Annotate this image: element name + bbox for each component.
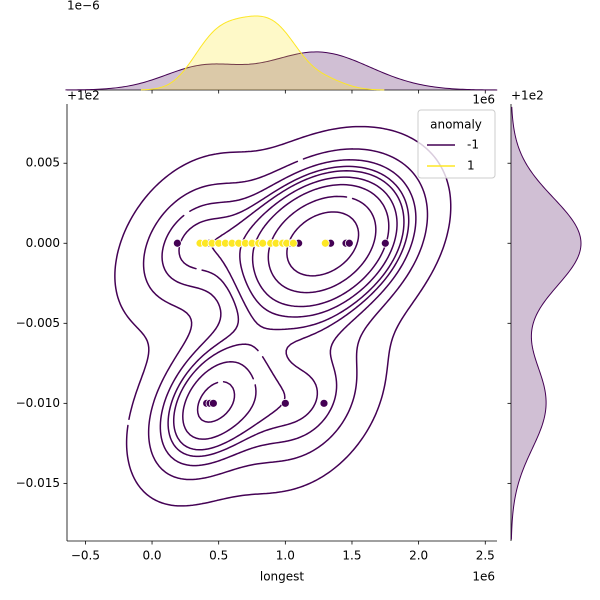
x-axis-label: longest <box>260 570 305 584</box>
scatter-point <box>288 238 298 248</box>
kde-contour <box>172 170 405 451</box>
kde-contour <box>159 159 417 467</box>
x-tick-label: 1.0 <box>276 549 295 563</box>
x-offset: 1e6 <box>472 93 495 107</box>
x-tick-label: 0.5 <box>209 549 228 563</box>
x-tick-label: 2.0 <box>409 549 428 563</box>
kde-contour <box>286 211 360 277</box>
x-tick-label: 1.5 <box>342 549 361 563</box>
legend-title: anomaly <box>430 118 482 132</box>
scatter-point <box>172 238 182 248</box>
marginal-density <box>65 51 498 91</box>
legend-label: -1 <box>467 138 479 152</box>
x-offset: 1e6 <box>472 570 495 584</box>
legend-box <box>417 109 496 179</box>
legend-label: 1 <box>467 159 475 173</box>
y-offset: +1e2 <box>511 89 544 103</box>
kde-contour <box>142 148 429 481</box>
kde-contour <box>196 183 390 423</box>
marginal-offset: 1e−6 <box>67 0 100 13</box>
marginal-density <box>510 106 582 540</box>
x-tick-label: −0.5 <box>71 549 100 563</box>
kde-contour <box>182 176 398 440</box>
y-tick-label: −0.005 <box>16 316 60 330</box>
scatter-point <box>208 398 218 408</box>
scatter-point <box>280 398 290 408</box>
scatter-point <box>320 238 330 248</box>
y-tick-label: −0.010 <box>16 396 60 410</box>
kde-contour <box>267 195 377 294</box>
marginal-density-fill <box>141 16 385 90</box>
kde-contour <box>167 165 410 458</box>
y-tick-label: −0.015 <box>16 476 60 490</box>
marginal-density-fill <box>511 106 581 540</box>
marginal-density-fill <box>65 51 498 90</box>
legend: anomaly -1 1 <box>417 109 496 179</box>
scatter-point <box>258 238 268 248</box>
y-tick-label: 0.000 <box>26 236 60 250</box>
scatter-point <box>344 238 354 248</box>
y-tick-label: 0.005 <box>26 156 60 170</box>
x-tick-label: 0.0 <box>142 549 161 563</box>
scatter-point <box>380 238 390 248</box>
x-tick-label: 2.5 <box>476 549 495 563</box>
kde-contour <box>114 125 452 507</box>
marginal-density <box>141 15 385 91</box>
scatter-point <box>319 398 329 408</box>
y-offset: +1e2 <box>67 89 100 103</box>
